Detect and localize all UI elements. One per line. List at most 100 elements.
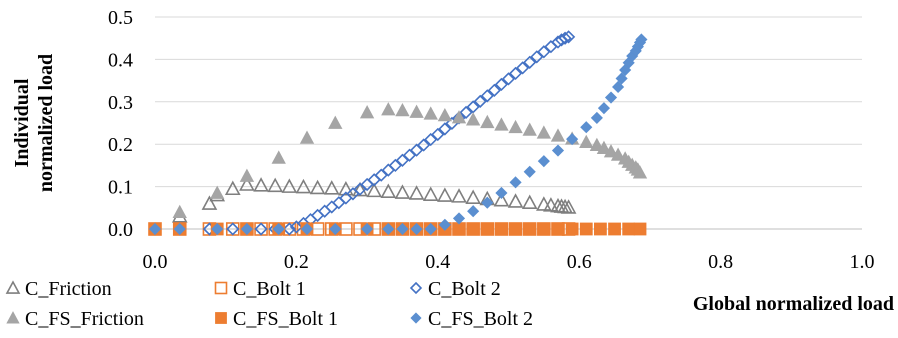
data-point: [465, 189, 481, 204]
legend-label: C_FS_Bolt 1: [233, 308, 338, 330]
data-point: [201, 195, 218, 210]
data-point: [395, 153, 410, 167]
data-point: [523, 55, 537, 69]
data-point: [537, 155, 550, 168]
data-point: [409, 143, 424, 157]
data-point: [172, 204, 187, 218]
data-point: [423, 106, 438, 120]
data-point: [509, 176, 522, 189]
data-point: [610, 147, 626, 161]
data-point: [509, 222, 522, 236]
y-axis-title-line-2: normalized load: [35, 54, 57, 192]
data-point: [473, 94, 487, 109]
data-point: [459, 105, 473, 120]
data-point: [543, 197, 559, 212]
data-point: [537, 45, 551, 59]
y-tick-label: 0.3: [108, 92, 133, 114]
data-point: [226, 222, 240, 236]
data-point: [424, 132, 438, 147]
data-point: [300, 222, 314, 236]
data-point: [422, 186, 439, 201]
data-point: [604, 91, 618, 104]
data-point: [480, 114, 495, 129]
data-point: [508, 66, 523, 81]
data-point: [394, 184, 411, 199]
data-point: [580, 121, 593, 134]
legend-label: C_Bolt 1: [233, 278, 306, 300]
data-point: [487, 83, 501, 97]
data-point: [579, 222, 593, 236]
data-point: [267, 177, 284, 193]
data-point: [494, 117, 509, 131]
data-point: [596, 140, 612, 154]
data-point: [253, 177, 269, 192]
x-axis-title: Global normalized load: [693, 293, 894, 315]
x-tick-label: 0.4: [425, 251, 450, 273]
data-point: [494, 77, 509, 92]
data-point: [451, 188, 467, 203]
data-point: [521, 194, 538, 210]
x-tick-label: 0.6: [567, 251, 592, 273]
data-point: [395, 102, 410, 117]
x-tick-label: 0.0: [143, 251, 168, 273]
data-point: [501, 72, 516, 86]
data-point: [590, 111, 603, 124]
data-point: [173, 222, 186, 236]
data-point: [558, 31, 572, 45]
legend-label: C_Friction: [25, 278, 112, 300]
legend-entry: C_FS_Bolt 1: [215, 308, 338, 330]
legend-entry: C_FS_Bolt 2: [410, 308, 533, 330]
legend-entry: C_Bolt 1: [214, 278, 306, 300]
data-point: [480, 89, 494, 103]
data-point: [299, 130, 315, 144]
data-point: [635, 33, 648, 46]
data-point: [431, 127, 445, 142]
data-point: [452, 222, 466, 236]
data-point: [550, 128, 566, 142]
data-point: [402, 148, 417, 162]
data-point: [281, 178, 298, 193]
data-point: [522, 122, 537, 136]
y-tick-label: 0.5: [108, 7, 133, 29]
data-point: [239, 168, 255, 182]
data-point: [310, 222, 325, 236]
data-point: [466, 222, 480, 236]
data-point: [536, 125, 552, 139]
data-point: [424, 222, 437, 236]
y-tick-label: 0.4: [108, 49, 133, 71]
legend-swatch: [409, 281, 423, 295]
data-point: [603, 144, 619, 158]
data-point: [239, 176, 255, 191]
data-point: [594, 222, 607, 236]
data-point: [465, 112, 481, 126]
data-point: [495, 222, 508, 236]
data-point: [536, 196, 552, 211]
data-point: [396, 222, 409, 236]
data-point: [240, 222, 253, 236]
data-point: [551, 144, 565, 157]
data-point: [495, 186, 508, 200]
data-point: [597, 102, 611, 115]
data-point: [366, 182, 383, 198]
data-point: [608, 222, 621, 236]
data-point: [417, 138, 431, 152]
legend-swatch: [6, 311, 20, 324]
data-point: [561, 30, 576, 44]
data-point: [622, 222, 636, 236]
data-point: [328, 115, 343, 129]
data-point: [566, 133, 579, 146]
data-point: [437, 187, 453, 202]
data-point: [438, 122, 452, 136]
data-point: [579, 134, 594, 149]
data-point: [224, 180, 241, 196]
tick-labels: 0.0 0.1 0.2 0.3 0.4 0.5 0.0 0.2 0.4 0.6 0.8 1.0: [108, 7, 875, 273]
data-point: [374, 168, 388, 182]
data-point: [560, 199, 577, 214]
series-3: [172, 102, 648, 218]
legend-swatch: [214, 281, 228, 295]
data-point: [148, 222, 162, 236]
x-tick-label: 1.0: [850, 251, 875, 273]
data-point: [493, 191, 510, 207]
data-point: [408, 185, 425, 200]
